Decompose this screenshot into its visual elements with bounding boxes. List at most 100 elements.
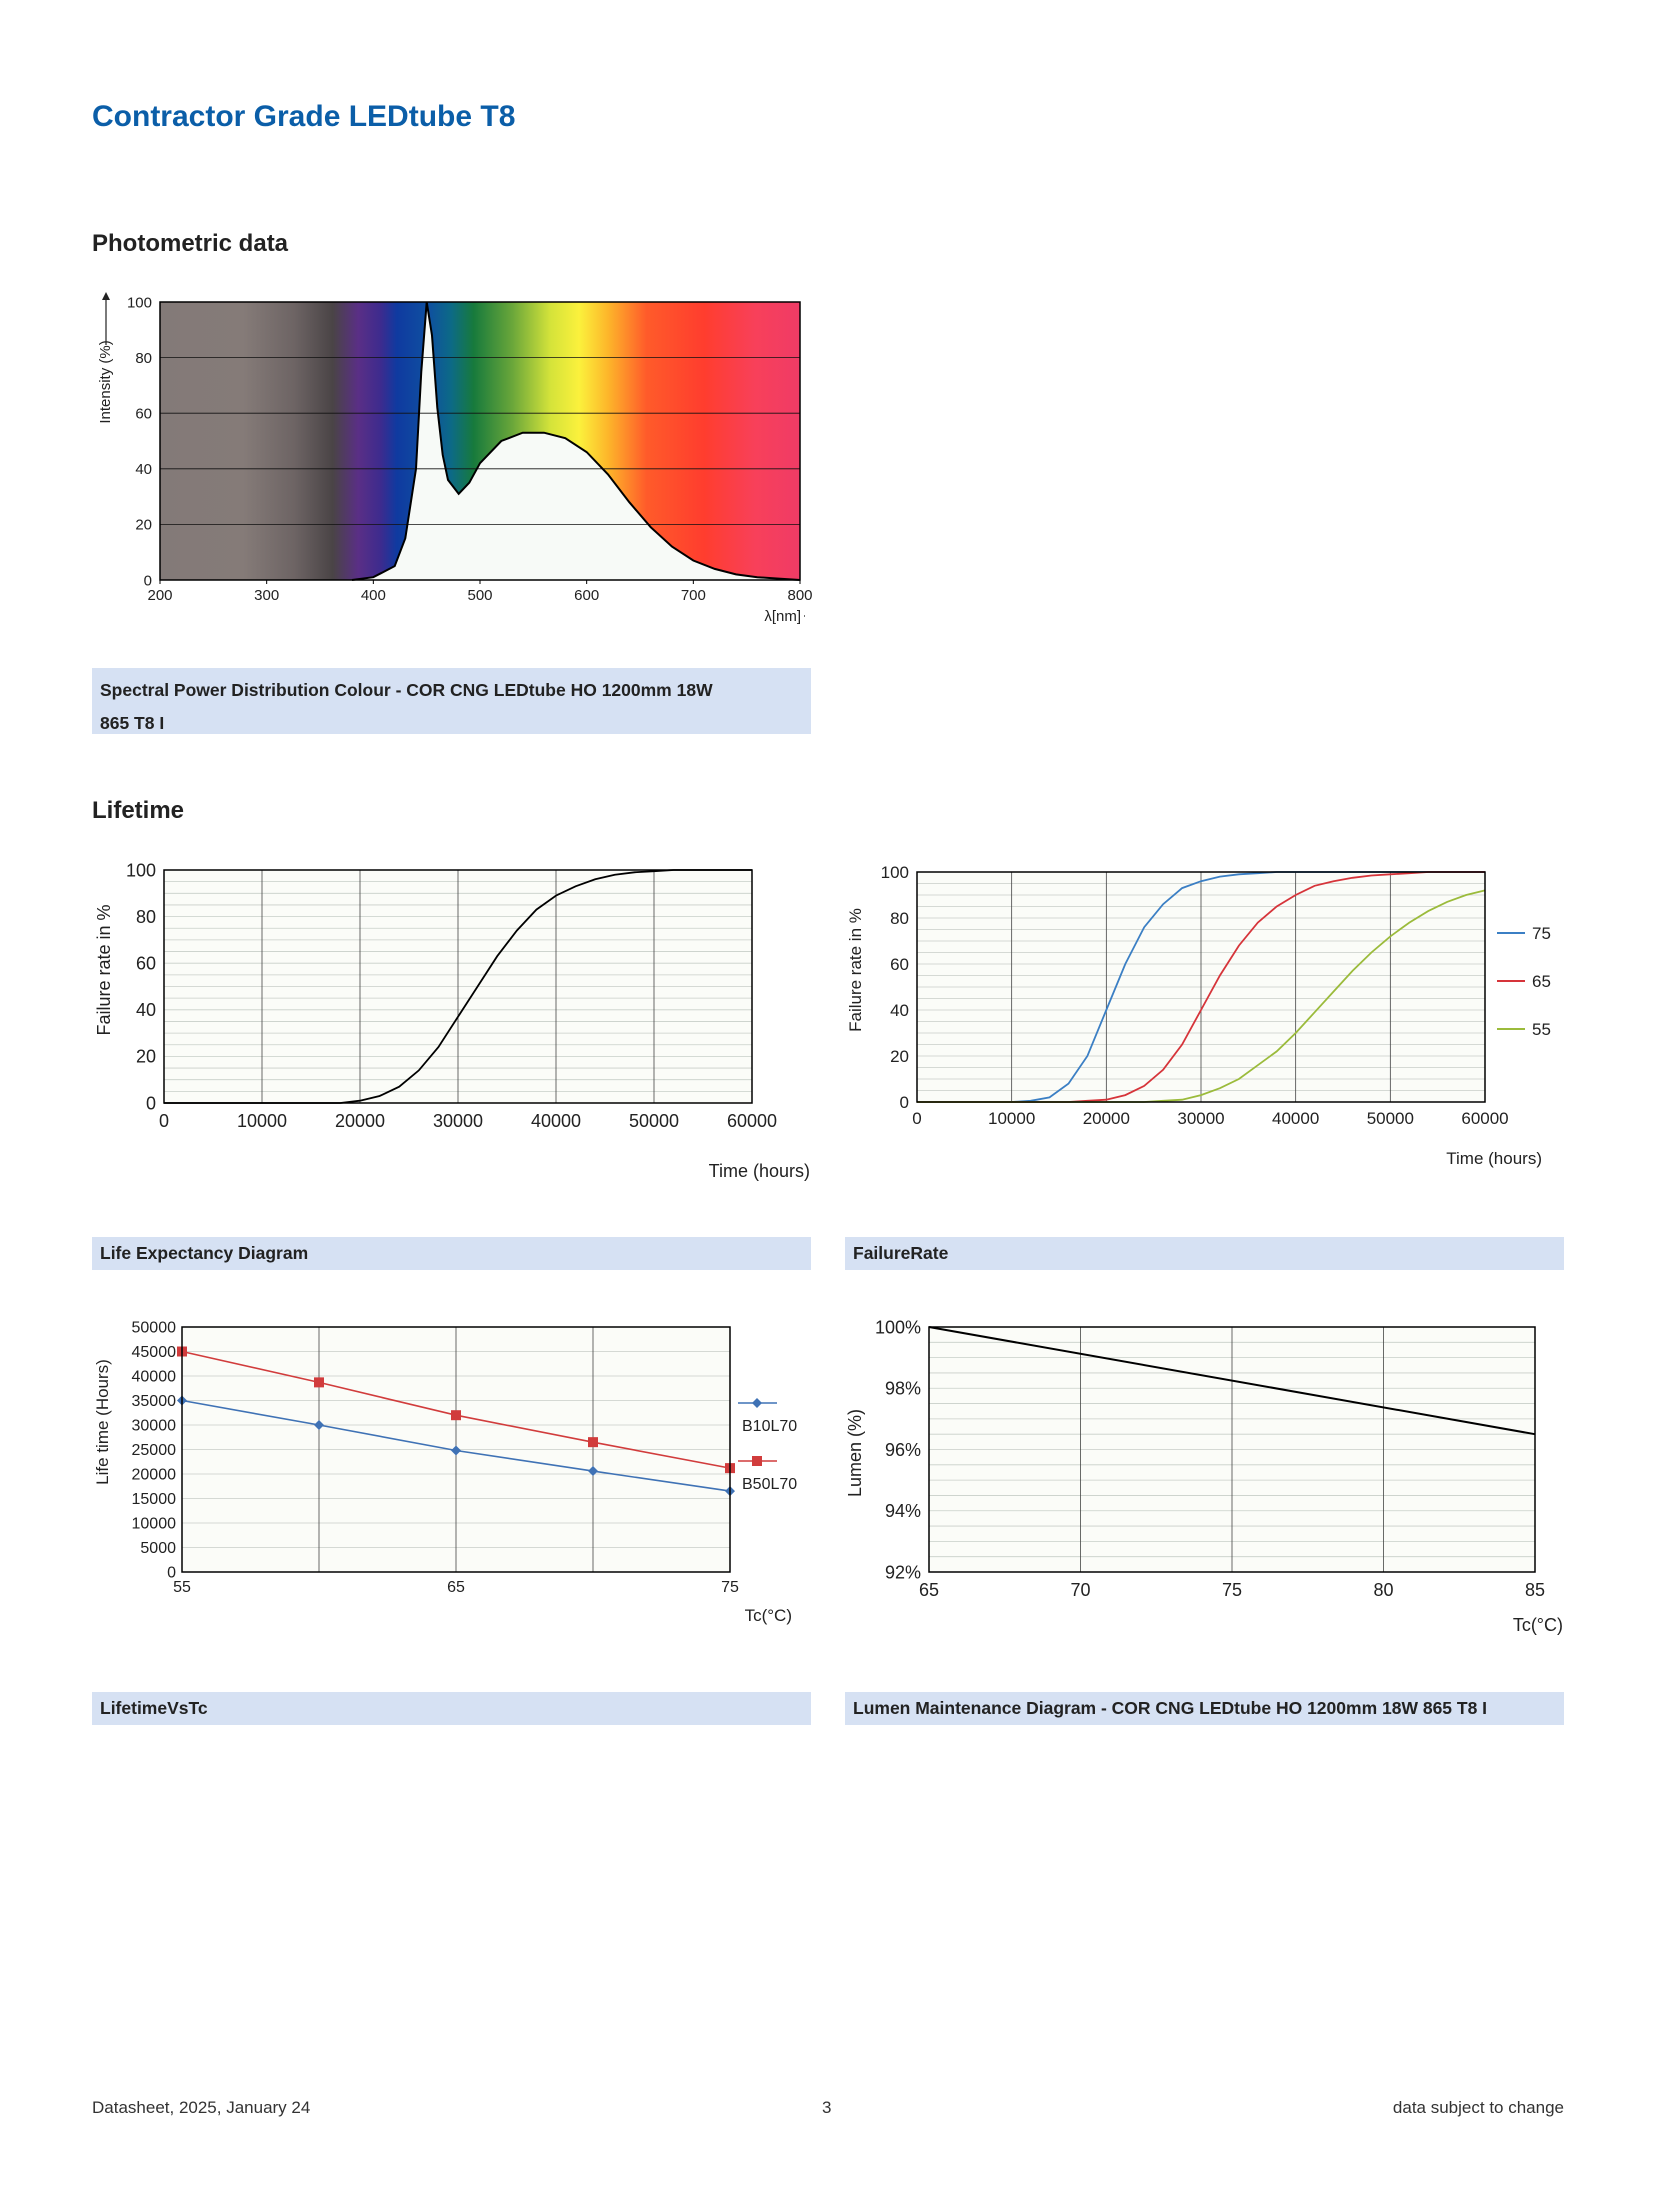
x-tick-label: 75 [1222, 1580, 1242, 1600]
lumen-x-label: Tc(°C) [1513, 1615, 1563, 1635]
failure-plot-area: 0 10000 20000 30000 40000 50000 60000 0 20 40 60 80… [881, 863, 1509, 1128]
tc-y-label: Life time (Hours) [93, 1359, 112, 1485]
y-tick-label: 40000 [132, 1369, 177, 1386]
x-tick-label: 70 [1070, 1580, 1090, 1600]
y-tick-label: 40 [136, 1000, 156, 1020]
y-tick-label: 20 [136, 1047, 156, 1067]
y-tick-label: 30000 [132, 1418, 177, 1435]
spd-plot-area: 200 300 400 500 600 700 800 0 20 40 60 80 100 [127, 294, 813, 604]
caption-spd-line1: Spectral Power Distribution Colour - COR… [100, 680, 713, 700]
spd-curve [351, 301, 801, 581]
y-tick-label: 80 [890, 909, 909, 928]
y-tick-label: 20000 [132, 1467, 177, 1484]
data-point-B50L70 [451, 1410, 461, 1421]
data-point-B50L70 [314, 1377, 324, 1388]
y-tick-label: 25000 [132, 1442, 177, 1459]
y-tick-label: 15000 [132, 1491, 177, 1508]
x-tick-label: 500 [467, 587, 492, 604]
spd-y-label: Intensity (%) [97, 340, 114, 423]
x-tick-label: 40000 [1272, 1109, 1319, 1128]
spd-x-label: λ[nm] [764, 608, 801, 625]
y-tick-label: 35000 [132, 1393, 177, 1410]
x-tick-label: 10000 [237, 1111, 287, 1131]
x-tick-label: 55 [173, 1579, 191, 1596]
y-tick-label: 20 [135, 517, 152, 534]
x-tick-label: 75 [721, 1579, 739, 1596]
life-y-label: Failure rate in % [94, 904, 114, 1035]
x-tick-label: 20000 [335, 1111, 385, 1131]
y-tick-label: 80 [136, 907, 156, 927]
spectral-power-distribution-chart: 200 300 400 500 600 700 800 0 20 40 60 80 100 Intens… [97, 292, 813, 625]
plot-frame [916, 871, 1486, 1103]
x-tick-label: 800 [787, 587, 812, 604]
y-tick-label: 0 [900, 1093, 909, 1112]
plot-frame [928, 1326, 1536, 1573]
x-tick-label: 600 [574, 587, 599, 604]
legend-marker-B50L70 [752, 1456, 762, 1466]
y-tick-label: 92% [885, 1562, 921, 1582]
y-tick-label: 100 [881, 863, 909, 882]
y-tick-label: 60 [890, 955, 909, 974]
x-tick-label: 60000 [727, 1111, 777, 1131]
x-tick-label: 30000 [433, 1111, 483, 1131]
x-tick-label: 700 [681, 587, 706, 604]
y-tick-label: 100 [126, 860, 156, 880]
y-tick-label: 20 [890, 1047, 909, 1066]
caption-lumen-maintenance: Lumen Maintenance Diagram - COR CNG LEDt… [845, 1692, 1564, 1725]
y-tick-label: 94% [885, 1501, 921, 1521]
legend-label-75: 75 [1532, 924, 1551, 943]
x-tick-label: 80 [1373, 1580, 1393, 1600]
data-point-B10L70 [451, 1445, 461, 1456]
y-tick-label: 60 [135, 405, 152, 422]
spd-y-arrowhead [102, 292, 110, 300]
life-plot-area: 0 10000 20000 30000 40000 50000 60000 0 20 40 60 80… [126, 860, 777, 1131]
life-x-label: Time (hours) [709, 1161, 810, 1181]
legend-label-B50L70: B50L70 [742, 1476, 797, 1493]
x-tick-label: 60000 [1461, 1109, 1508, 1128]
x-tick-label: 300 [254, 587, 279, 604]
caption-life-expectancy: Life Expectancy Diagram [92, 1237, 811, 1270]
y-tick-label: 50000 [132, 1320, 177, 1337]
fail-x-label: Time (hours) [1446, 1149, 1542, 1168]
x-tick-label: 200 [147, 587, 172, 604]
x-tick-label: 0 [159, 1111, 169, 1131]
footer-page-number: 3 [822, 2098, 832, 2117]
y-tick-label: 80 [135, 350, 152, 367]
plot-frame [163, 869, 753, 1104]
x-tick-label: 40000 [531, 1111, 581, 1131]
x-tick-label: 65 [447, 1579, 465, 1596]
y-tick-label: 0 [146, 1093, 156, 1113]
x-tick-label: 10000 [988, 1109, 1035, 1128]
section-title-photometric: Photometric data [92, 230, 289, 257]
tc-legend: B10L70 B50L70 [738, 1398, 797, 1493]
data-point-B50L70 [588, 1437, 598, 1448]
footer-date: Datasheet, 2025, January 24 [92, 2098, 311, 2117]
caption-lifetime-vs-tc: LifetimeVsTc [92, 1692, 811, 1725]
plot-frame [181, 1326, 731, 1573]
x-tick-label: 20000 [1083, 1109, 1130, 1128]
data-point-B10L70 [314, 1420, 324, 1430]
caption-failure-rate: FailureRate [845, 1237, 1564, 1270]
x-tick-label: 85 [1525, 1580, 1545, 1600]
lifetime-vs-tc-chart: 55 65 75 0 5000 10000 15000 20000 25000 30000 3500… [93, 1320, 797, 1625]
y-tick-label: 96% [885, 1440, 921, 1460]
legend-label-65: 65 [1532, 972, 1551, 991]
lumen-curve [928, 1326, 1536, 1436]
y-tick-label: 45000 [132, 1344, 177, 1361]
caption-spd-line2: 865 T8 I [100, 713, 165, 733]
x-tick-label: 50000 [629, 1111, 679, 1131]
x-tick-label: 50000 [1367, 1109, 1414, 1128]
tc-x-label: Tc(°C) [745, 1606, 792, 1625]
y-tick-label: 100% [875, 1317, 921, 1337]
failure-legend: 75 65 55 [1497, 924, 1551, 1039]
spd-fill-area [352, 302, 800, 580]
lumen-y-label: Lumen (%) [845, 1409, 865, 1497]
footer-disclaimer: data subject to change [1392, 2098, 1564, 2117]
fail-y-label: Failure rate in % [846, 908, 865, 1032]
life-expectancy-chart: 0 10000 20000 30000 40000 50000 60000 0 20 40 60 80… [94, 860, 810, 1181]
y-tick-label: 0 [144, 572, 152, 589]
legend-marker-B10L70 [752, 1398, 762, 1408]
life-curve [164, 869, 752, 1104]
y-tick-label: 98% [885, 1379, 921, 1399]
y-tick-label: 40 [890, 1001, 909, 1020]
